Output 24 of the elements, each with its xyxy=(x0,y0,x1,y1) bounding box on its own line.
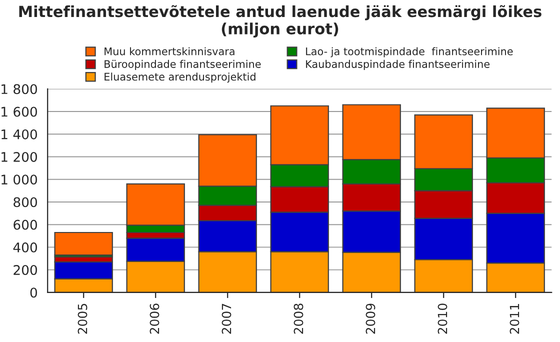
chart-title: Mittefinantsettevõtetele antud laenude jääk eesmärgi lõikes (miljon eurot) xyxy=(19,5,542,38)
y-tick-label: 600 xyxy=(14,220,37,230)
x-tick-label: 2006 xyxy=(150,304,160,334)
y-tick-label: 800 xyxy=(14,197,37,208)
legend-label: Muu kommertskinnisvara xyxy=(104,47,234,56)
y-tick-label: 1 600 xyxy=(2,106,37,117)
x-tick-label: 2011 xyxy=(510,304,520,334)
y-tick-label: 200 xyxy=(14,265,37,275)
x-tick-label: 2009 xyxy=(366,304,376,334)
y-tick-label: 0 xyxy=(30,288,37,298)
legend-label: Lao- ja tootmispindade finantseerimine xyxy=(306,47,513,58)
y-tick-label: 400 xyxy=(13,242,37,252)
y-tick-label: 1 800 xyxy=(2,84,37,94)
x-tick-label: 2005 xyxy=(78,304,88,334)
x-tick-label: 2010 xyxy=(438,304,448,334)
legend-label: Eluasemete arendusprojektid xyxy=(104,72,256,83)
legend-label: Büroopindade finantseerimine xyxy=(104,60,261,70)
y-tick-label: 1 000 xyxy=(2,174,37,185)
x-tick-label: 2007 xyxy=(222,304,232,334)
legend-label: Kaubanduspindade finantseerimine xyxy=(306,60,490,70)
y-tick-label: 1 200 xyxy=(2,152,37,162)
y-tick-label: 1 400 xyxy=(2,129,37,140)
bar xyxy=(54,232,113,256)
x-tick-label: 2008 xyxy=(294,304,304,334)
